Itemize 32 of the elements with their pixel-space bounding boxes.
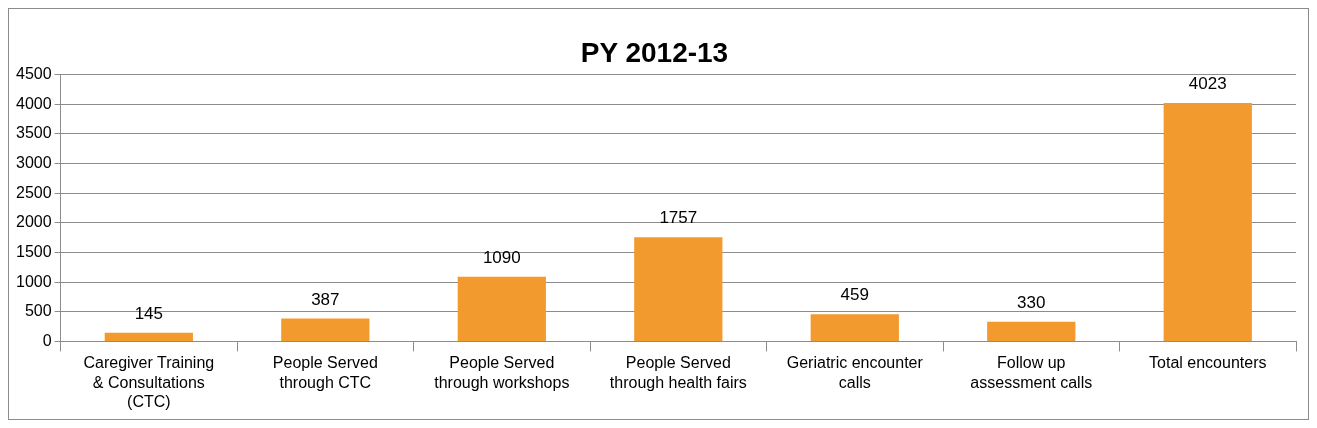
data-label: 330 <box>1017 293 1046 313</box>
x-tick-label: Caregiver Training & Consultations (CTC) <box>83 354 215 410</box>
bar <box>1163 102 1252 341</box>
data-label: 387 <box>311 289 340 309</box>
x-tick-label: Geriatric encounter calls <box>786 354 924 391</box>
bar <box>810 314 899 341</box>
y-tick-label: 0 <box>42 331 52 349</box>
bar <box>987 321 1076 341</box>
y-tick-label: 2000 <box>16 213 52 231</box>
x-tick-label: Follow up assessment calls <box>970 354 1093 391</box>
y-tick-label: 500 <box>24 302 52 320</box>
x-tick-label: Total encounters <box>1149 354 1267 372</box>
bar <box>457 276 546 341</box>
y-tick-label: 3000 <box>16 153 52 171</box>
y-tick-label: 1500 <box>16 242 52 260</box>
data-label: 4023 <box>1188 74 1227 94</box>
x-tick-label: People Served through health fairs <box>609 354 747 391</box>
data-label: 1090 <box>482 247 521 267</box>
y-tick-label: 2500 <box>16 183 52 201</box>
data-label: 1757 <box>659 208 698 228</box>
y-tick-label: 4500 <box>16 65 52 83</box>
y-tick-label: 4000 <box>16 94 52 112</box>
bar <box>634 237 723 341</box>
y-tick-label: 3500 <box>16 124 52 142</box>
bar <box>281 318 370 341</box>
y-tick-label: 1000 <box>16 272 52 290</box>
bar <box>104 332 193 341</box>
x-tick-label: People Served through CTC <box>272 354 378 391</box>
data-label: 459 <box>840 285 869 305</box>
data-label: 145 <box>134 303 164 323</box>
x-tick-label: People Served through workshops <box>434 354 570 391</box>
chart-title: PY 2012-13 <box>580 36 729 68</box>
